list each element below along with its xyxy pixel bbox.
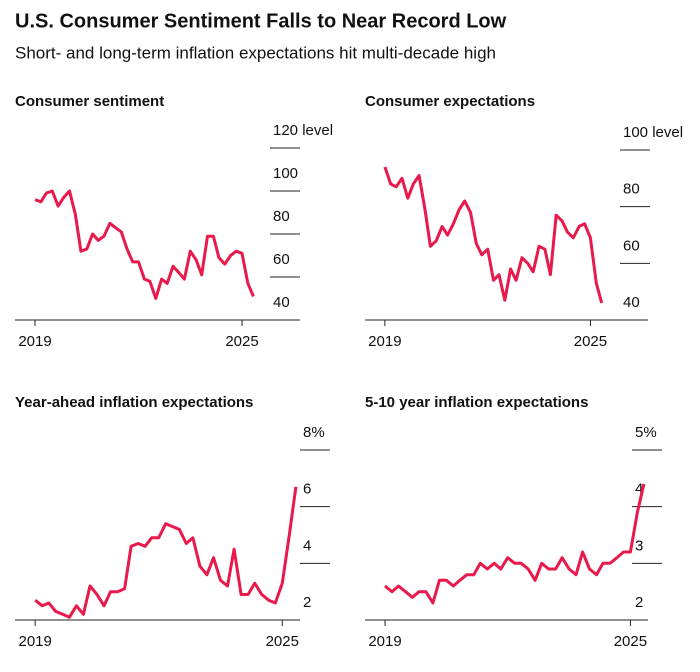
- panel-title: Consumer expectations: [365, 93, 535, 110]
- panel-title: Year-ahead inflation expectations: [15, 394, 253, 411]
- y-tick-label: 80: [273, 208, 290, 225]
- y-tick-label: 8%: [303, 424, 325, 441]
- y-tick-label: 6: [303, 481, 311, 498]
- x-tick-label: 2025: [225, 333, 258, 350]
- y-tick-label: 2: [303, 594, 311, 611]
- y-tick-label: 4: [635, 481, 643, 498]
- y-tick-label: 40: [623, 294, 640, 311]
- y-tick-label: 80: [623, 181, 640, 198]
- y-tick-label: 60: [273, 251, 290, 268]
- y-tick-label: 5%: [635, 424, 657, 441]
- y-tick-label: 60: [623, 237, 640, 254]
- panel-title: 5-10 year inflation expectations: [365, 394, 588, 411]
- x-tick-label: 2025: [574, 333, 607, 350]
- x-tick-label: 2019: [368, 333, 401, 350]
- y-tick-label: 120 level: [273, 122, 333, 139]
- data-line: [384, 483, 646, 605]
- x-tick-label: 2025: [266, 633, 299, 650]
- page-title: U.S. Consumer Sentiment Falls to Near Re…: [15, 10, 507, 32]
- y-tick-label: 3: [635, 537, 643, 554]
- x-tick-label: 2025: [614, 633, 647, 650]
- page-subtitle: Short- and long-term inflation expectati…: [15, 43, 496, 62]
- x-tick-label: 2019: [18, 633, 51, 650]
- y-tick-label: 2: [635, 594, 643, 611]
- data-line: [34, 486, 298, 619]
- y-tick-label: 100: [273, 165, 298, 182]
- data-line: [34, 189, 255, 300]
- y-tick-label: 4: [303, 537, 311, 554]
- y-tick-label: 100 level: [623, 124, 683, 141]
- y-tick-label: 40: [273, 294, 290, 311]
- x-tick-label: 2019: [18, 333, 51, 350]
- x-tick-label: 2019: [368, 633, 401, 650]
- data-line: [383, 166, 604, 304]
- panel-title: Consumer sentiment: [15, 93, 164, 110]
